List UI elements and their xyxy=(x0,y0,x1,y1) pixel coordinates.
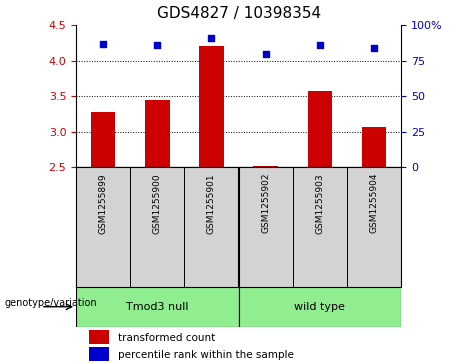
Point xyxy=(370,45,378,51)
Text: GSM1255904: GSM1255904 xyxy=(369,173,378,233)
Bar xyxy=(89,347,109,361)
Text: Tmod3 null: Tmod3 null xyxy=(126,302,189,312)
Text: GSM1255901: GSM1255901 xyxy=(207,173,216,234)
Text: GSM1255902: GSM1255902 xyxy=(261,173,270,233)
Bar xyxy=(145,101,170,167)
Text: GSM1255903: GSM1255903 xyxy=(315,173,325,234)
Point xyxy=(154,42,161,48)
Title: GDS4827 / 10398354: GDS4827 / 10398354 xyxy=(156,7,321,21)
Bar xyxy=(307,90,332,167)
Text: GSM1255900: GSM1255900 xyxy=(153,173,162,234)
Point xyxy=(262,51,269,57)
Point xyxy=(208,35,215,41)
Text: percentile rank within the sample: percentile rank within the sample xyxy=(118,350,294,360)
Point xyxy=(316,42,324,48)
Text: genotype/variation: genotype/variation xyxy=(5,298,97,308)
Text: wild type: wild type xyxy=(295,302,345,312)
Bar xyxy=(89,330,109,344)
Bar xyxy=(362,127,386,167)
Point xyxy=(100,41,107,47)
Bar xyxy=(239,287,401,327)
Bar xyxy=(199,46,224,167)
Text: transformed count: transformed count xyxy=(118,333,216,343)
Bar xyxy=(254,166,278,167)
Text: GSM1255899: GSM1255899 xyxy=(99,173,108,234)
Bar xyxy=(91,112,115,167)
Bar xyxy=(76,287,238,327)
